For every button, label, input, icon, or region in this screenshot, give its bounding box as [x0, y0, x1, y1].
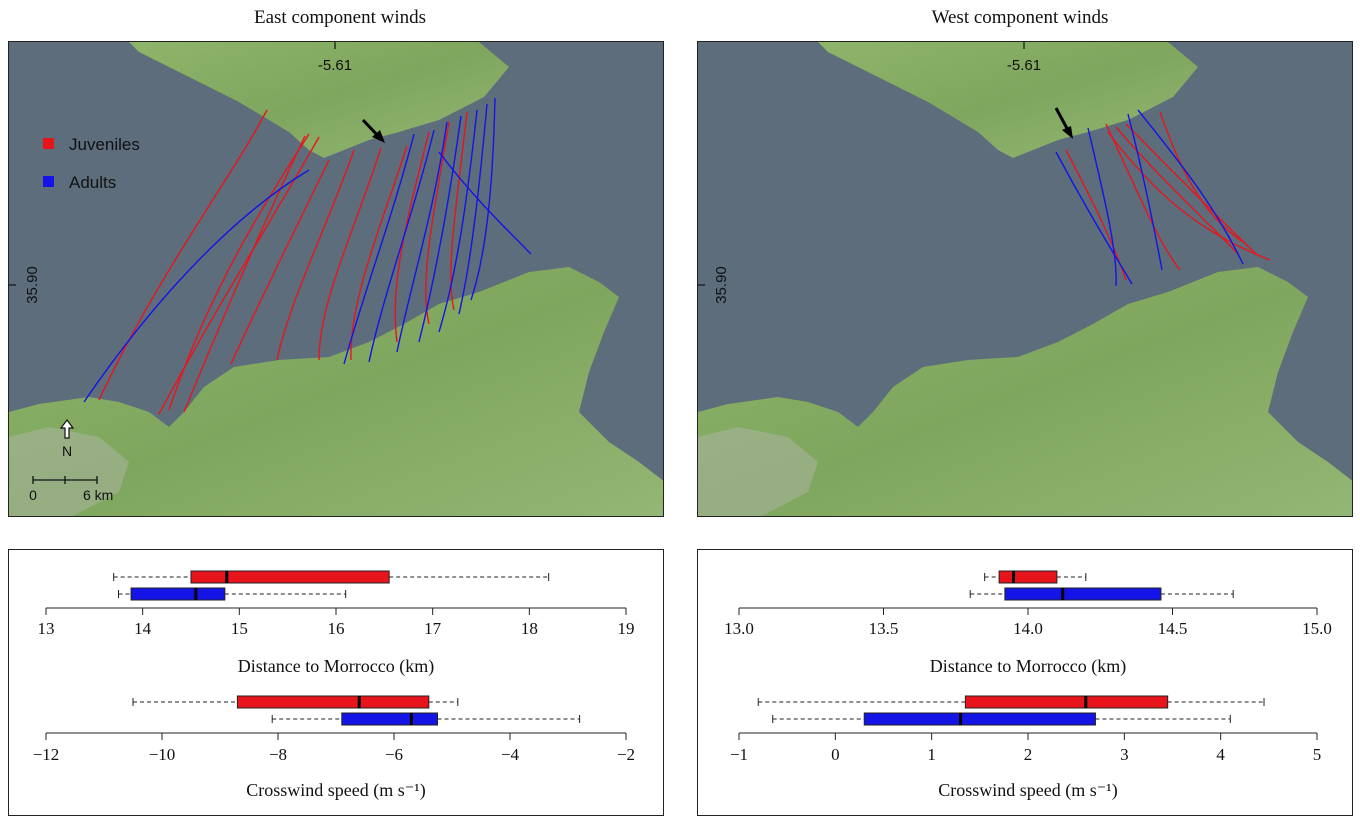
- x-tick-label: 2: [1024, 745, 1033, 764]
- box-iqr: [190, 570, 390, 584]
- lat-label: 35.90: [713, 266, 730, 304]
- x-tick-label: 13.5: [869, 619, 899, 638]
- box-iqr: [341, 712, 438, 726]
- legend-label-adults: Adults: [69, 173, 116, 192]
- left-boxplot-panel: 13 14 15 16 17 18 19 Distance to Morrocco (km) …: [8, 549, 664, 816]
- x-tick-label: 13: [38, 619, 55, 638]
- x-tick-label: 18: [521, 619, 538, 638]
- legend-swatch-juveniles: [43, 138, 54, 149]
- left-panel-title: East component winds: [253, 7, 427, 28]
- lon-label: -5.61: [1007, 57, 1041, 74]
- scale-label-start: 0: [29, 487, 37, 503]
- spain-landmass: [818, 42, 1198, 158]
- box-iqr: [998, 570, 1058, 584]
- x-tick-label: 14.0: [1013, 619, 1043, 638]
- scale-label-end: 6 km: [83, 487, 113, 503]
- right-map: -5.61 35.90: [697, 41, 1353, 517]
- juvenile-tracks: [1065, 111, 1271, 281]
- spain-landmass: [129, 42, 509, 158]
- right-map-svg: -5.61 35.90: [698, 42, 1352, 516]
- x-tick-label: 17: [424, 619, 442, 638]
- x-tick-label: −6: [385, 745, 403, 764]
- right-boxplot-panel: 13.0 13.5 14.0 14.5 15.0 Distance to Morrocco…: [697, 549, 1353, 816]
- left-map: -5.61 35.90 Juveniles Adults: [8, 41, 664, 517]
- lon-label: -5.61: [318, 57, 352, 74]
- release-site-arrow-icon: [361, 118, 385, 143]
- x-tick-label: 5: [1313, 745, 1322, 764]
- urban-area: [9, 427, 129, 516]
- x-tick-label: 1: [927, 745, 936, 764]
- box-iqr: [964, 695, 1169, 709]
- x-tick-label: −2: [617, 745, 635, 764]
- morocco-landmass: [9, 267, 663, 516]
- box-iqr: [863, 712, 1096, 726]
- left-map-svg: -5.61 35.90 Juveniles Adults: [9, 42, 663, 516]
- x-tick-label: 15.0: [1302, 619, 1332, 638]
- north-arrow-icon: [59, 419, 75, 439]
- lat-label: 35.90: [24, 266, 41, 304]
- x-tick-label: 0: [831, 745, 840, 764]
- x-tick-label: 4: [1216, 745, 1225, 764]
- x-tick-label: 19: [618, 619, 635, 638]
- distance-chart-west: 13.0 13.5 14.0 14.5 15.0 Distance to Morrocco…: [724, 570, 1332, 677]
- box-iqr: [130, 587, 226, 601]
- box-iqr: [1004, 587, 1162, 601]
- box-iqr: [236, 695, 430, 709]
- x-tick-label: −4: [501, 745, 520, 764]
- x-axis-title: Crosswind speed (m s⁻¹): [938, 780, 1117, 801]
- north-label: N: [62, 443, 72, 459]
- x-tick-label: 3: [1120, 745, 1129, 764]
- x-axis-title: Distance to Morrocco (km): [238, 656, 434, 677]
- x-tick-label: −8: [269, 745, 287, 764]
- legend-swatch-adults: [43, 176, 54, 187]
- x-tick-label: −1: [730, 745, 748, 764]
- x-axis-title: Distance to Morrocco (km): [930, 656, 1126, 677]
- release-site-arrow-icon: [1054, 107, 1073, 139]
- right-boxplot-svg: 13.0 13.5 14.0 14.5 15.0 Distance to Morrocco…: [724, 570, 1332, 801]
- x-tick-label: 13.0: [724, 619, 754, 638]
- x-tick-label: −10: [149, 745, 176, 764]
- adult-tracks: [1055, 109, 1244, 287]
- right-panel-title: West component winds: [931, 7, 1109, 28]
- morocco-landmass: [698, 267, 1352, 516]
- scale-bar: [32, 476, 98, 484]
- x-tick-label: 14.5: [1158, 619, 1188, 638]
- x-tick-label: 14: [134, 619, 152, 638]
- x-tick-label: 16: [328, 619, 345, 638]
- legend-label-juveniles: Juveniles: [69, 135, 140, 154]
- x-axis-title: Crosswind speed (m s⁻¹): [246, 780, 425, 801]
- x-tick-label: −12: [33, 745, 60, 764]
- adult-tracks: [83, 97, 532, 403]
- crosswind-chart-west: −1 0 1 2 3 4 5 Crosswind speed (m s⁻¹): [730, 695, 1322, 801]
- urban-area: [698, 427, 818, 516]
- juvenile-tracks: [98, 109, 468, 415]
- x-tick-label: 15: [231, 619, 248, 638]
- distance-chart-east: 13 14 15 16 17 18 19 Distance to Morrocco (km): [38, 570, 635, 677]
- crosswind-chart-east: −12 −10 −8 −6 −4 −2 Crosswind speed (m s⁻¹): [33, 695, 635, 801]
